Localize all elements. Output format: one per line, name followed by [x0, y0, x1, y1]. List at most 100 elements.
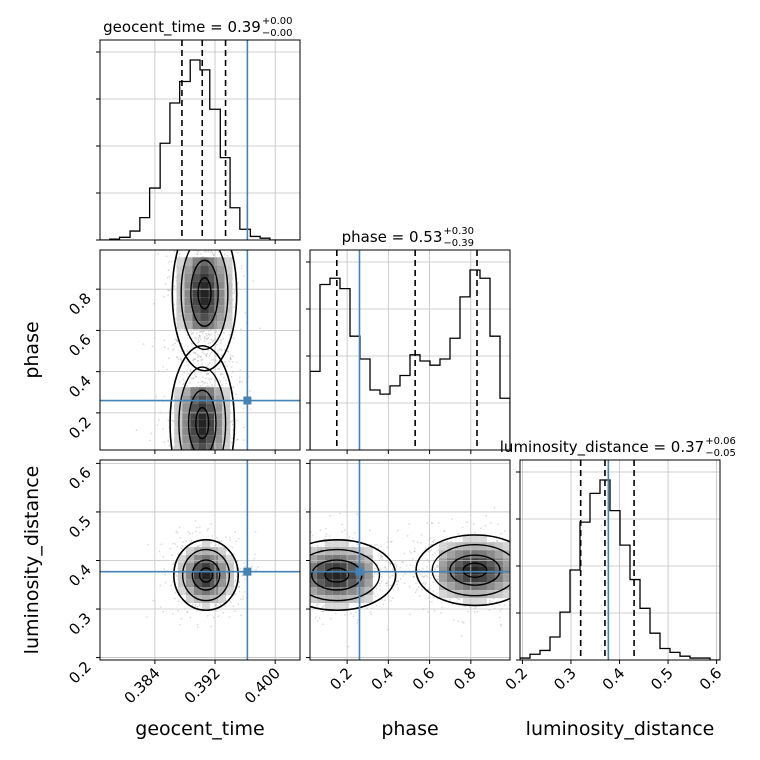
sample-point	[210, 333, 213, 335]
sample-point	[200, 330, 203, 333]
density-cell	[348, 579, 357, 588]
contour-level	[173, 539, 240, 612]
sample-point	[236, 439, 238, 441]
sample-point	[238, 585, 241, 588]
sample-point	[293, 577, 295, 579]
density-cell	[324, 571, 333, 580]
density-cell	[486, 582, 495, 591]
sample-point	[206, 244, 208, 246]
sample-point	[194, 469, 196, 471]
sample-point	[196, 238, 198, 240]
density-cell	[478, 558, 487, 567]
sample-point	[216, 213, 218, 215]
sample-point	[230, 357, 232, 360]
sample-point	[467, 610, 469, 613]
sample-point	[166, 368, 169, 371]
sample-point	[210, 469, 212, 471]
sample-point	[219, 496, 221, 498]
sample-point	[158, 550, 161, 553]
sample-point	[413, 548, 416, 550]
sample-point	[251, 565, 253, 568]
density-cell	[478, 534, 487, 543]
sample-point	[504, 604, 506, 606]
sample-point	[236, 251, 239, 254]
density-cell	[502, 558, 510, 567]
sample-point	[370, 613, 373, 616]
sample-point	[278, 577, 280, 579]
sample-point	[424, 581, 427, 584]
density-cell	[178, 587, 187, 596]
sample-point	[239, 457, 241, 459]
sample-point	[272, 602, 274, 604]
density-cell	[182, 395, 191, 404]
sample-point	[184, 466, 186, 468]
sample-point	[334, 612, 337, 615]
sample-point	[386, 582, 388, 585]
sample-point	[231, 513, 233, 515]
x-tick-label: 0.2	[326, 664, 356, 694]
sample-point	[511, 563, 513, 565]
sample-point	[380, 576, 383, 578]
density-cell	[202, 595, 211, 604]
sample-point	[213, 230, 215, 232]
sample-point	[244, 565, 247, 568]
sample-point	[421, 567, 424, 570]
sample-point	[174, 342, 176, 345]
sample-point	[304, 541, 306, 543]
sample-point	[305, 577, 307, 579]
sample-point	[302, 585, 304, 587]
sample-point	[433, 609, 436, 612]
density-cell	[226, 563, 235, 572]
sample-point	[199, 478, 201, 480]
sample-point	[201, 242, 203, 244]
density-cell	[462, 542, 471, 551]
sample-point	[207, 333, 210, 335]
sample-point	[304, 573, 306, 575]
sample-point	[212, 365, 215, 367]
sample-point	[171, 473, 173, 475]
sample-point	[556, 558, 558, 560]
sample-point	[216, 517, 218, 519]
sample-point	[196, 545, 199, 548]
sample-point	[196, 353, 199, 356]
sample-point	[550, 574, 552, 576]
density-cell	[190, 411, 199, 420]
x-tick-label: 0.6	[409, 664, 439, 694]
sample-point	[381, 555, 383, 558]
sample-point	[211, 340, 214, 343]
sample-point	[241, 380, 244, 383]
sample-point	[304, 587, 306, 589]
sample-point	[193, 455, 195, 457]
sample-point	[288, 581, 290, 583]
sample-point	[205, 385, 208, 388]
sample-point	[297, 581, 299, 583]
sample-point	[372, 575, 375, 578]
sample-point	[176, 340, 179, 343]
density-cell	[184, 281, 193, 290]
sample-point	[512, 546, 514, 548]
sample-point	[201, 332, 204, 335]
density-cell	[470, 542, 479, 551]
sample-point	[165, 255, 168, 257]
sample-point	[379, 557, 382, 560]
density-cell	[208, 257, 217, 266]
sample-point	[488, 599, 491, 602]
sample-point	[199, 238, 201, 240]
density-cell	[194, 579, 203, 588]
sample-point	[273, 612, 275, 614]
sample-point	[162, 428, 164, 430]
sample-point	[163, 441, 166, 443]
sample-point	[390, 540, 393, 543]
sample-point	[216, 204, 218, 206]
sample-point	[225, 536, 227, 539]
sample-point	[197, 340, 200, 343]
density-cell	[214, 411, 223, 420]
sample-point	[351, 537, 354, 540]
sample-point	[525, 559, 527, 561]
contour-level	[198, 567, 214, 583]
sample-point	[189, 382, 192, 384]
sample-point	[413, 550, 416, 553]
density-cell	[226, 587, 235, 596]
sample-point	[168, 275, 171, 278]
sample-point	[201, 351, 204, 353]
